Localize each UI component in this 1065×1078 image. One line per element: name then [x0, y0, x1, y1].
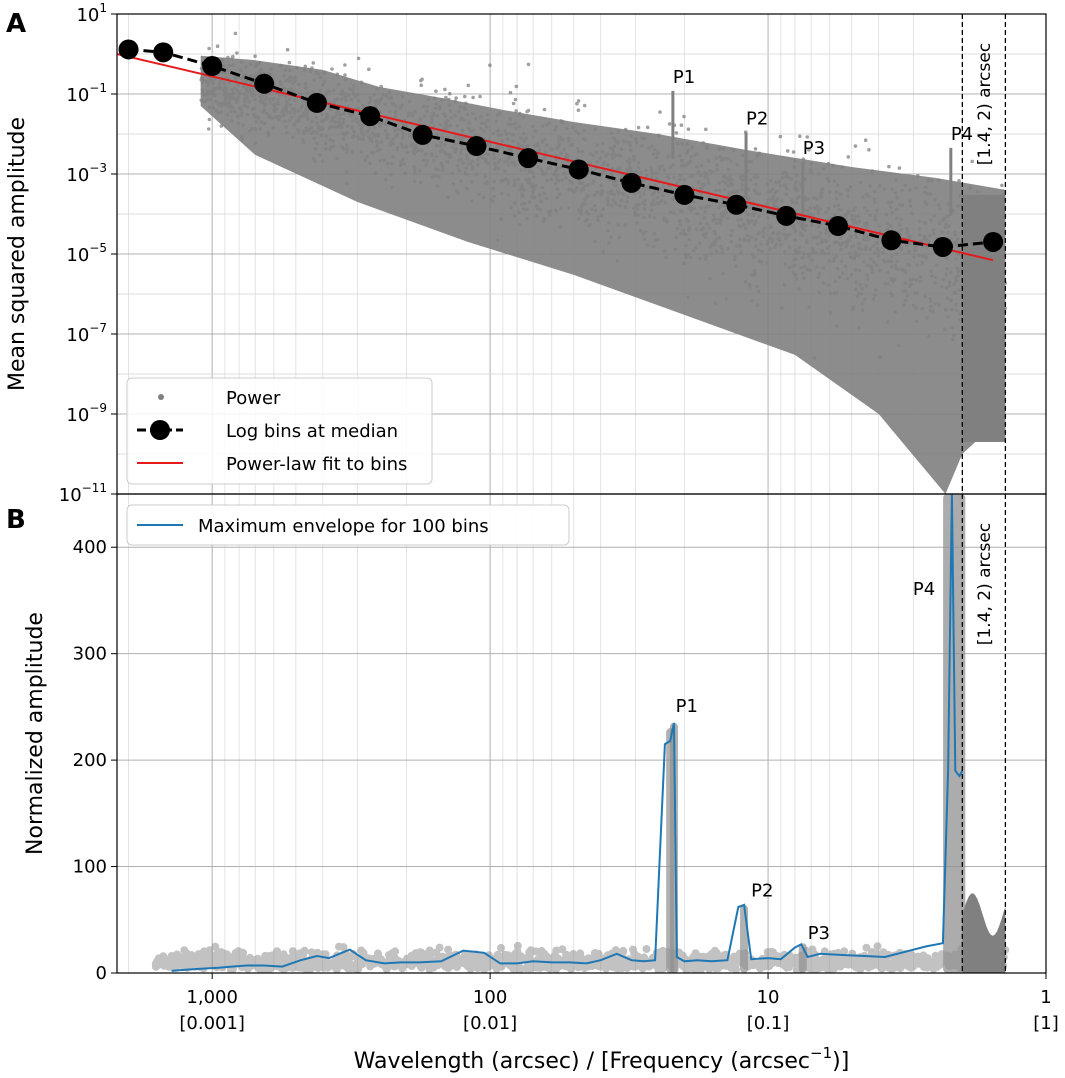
y-tick-base: 10 [59, 485, 82, 506]
peak-label: P3 [803, 138, 825, 159]
peak-label: P2 [751, 880, 773, 901]
legend-box [126, 377, 433, 485]
x-axis-label-main: Wavelength (arcsec) / [Frequency (arcsec [354, 1049, 810, 1074]
y-axis-label: Mean squared amplitude [5, 117, 30, 391]
cutoff-label: [1.4, 2) arcsec [975, 523, 995, 645]
power-scatter-cutoff-column [962, 194, 1006, 442]
median-bin-marker [932, 236, 953, 257]
amplitude-scatter-points [151, 941, 1010, 973]
y-tick-base: 10 [66, 165, 89, 186]
y-tick-label: 100 [73, 857, 107, 878]
median-bin-marker [726, 194, 747, 215]
y-tick-exp: −11 [82, 481, 107, 495]
x-tick-label: 100 [473, 987, 507, 1008]
peak-label: P1 [673, 67, 695, 88]
y-tick-exp: −5 [89, 241, 107, 255]
median-bin-marker [118, 39, 139, 60]
median-bin-marker [776, 205, 797, 226]
peak-label: P4 [913, 579, 935, 600]
y-tick-base: 10 [66, 405, 89, 426]
y-tick-label: 10−3 [66, 161, 107, 186]
median-bin-marker [983, 231, 1004, 252]
median-bin-marker [828, 216, 849, 237]
y-axis-label: Normalized amplitude [23, 612, 48, 855]
y-tick-label: 10−1 [66, 81, 107, 106]
y-tick-label: 10−5 [66, 241, 107, 266]
median-bin-marker [518, 148, 539, 169]
median-bin-marker [621, 172, 642, 193]
median-bin-marker [202, 56, 223, 77]
cutoff-label: [1.4, 2) arcsec [975, 43, 995, 165]
x-tick-sublabel: [0.01] [463, 1013, 517, 1034]
y-tick-base: 10 [76, 5, 99, 26]
amplitude-peak-column [740, 904, 749, 973]
max-envelope-line [171, 494, 964, 972]
y-tick-label: 101 [76, 1, 107, 26]
y-tick-exp: −1 [89, 81, 107, 95]
peak-label: P3 [808, 923, 830, 944]
y-tick-label: 400 [73, 537, 107, 558]
y-tick-label: 10−9 [66, 401, 107, 426]
x-tick-sublabel: [1] [1033, 1013, 1059, 1034]
median-bin-marker [881, 230, 902, 251]
median-bin-marker [412, 124, 433, 145]
y-tick-base: 10 [66, 85, 89, 106]
x-gridlines [128, 494, 1047, 973]
legend-panel-a: Power Log bins at median Power-law fit to … [126, 377, 433, 485]
y-tick-base: 10 [66, 245, 89, 266]
legend-marker-median [150, 420, 170, 440]
x-tick-label: 1,000 [186, 987, 238, 1008]
y-gridlines [117, 546, 1046, 974]
amplitude-scatter [151, 494, 1010, 973]
median-bin-marker [254, 73, 275, 94]
legend-marker-power [158, 394, 164, 400]
panel-b-frame [116, 493, 1047, 974]
y-tick-label: 300 [73, 644, 107, 665]
x-axis: [1.4, 2) arcsec [1.4, 2) arcsec 1,000 [0.00… [179, 14, 1059, 1074]
median-bin-marker [674, 184, 695, 205]
x-tick-label: 10 [757, 987, 780, 1008]
y-tick-label: 0 [96, 963, 107, 984]
x-axis-label-sup: −1 [810, 1044, 832, 1062]
median-bin-marker [306, 92, 327, 113]
y-tick-label: 200 [73, 750, 107, 771]
legend-label: Power-law fit to bins [226, 454, 407, 475]
legend-label: Log bins at median [226, 421, 398, 442]
y-tick-exp: −9 [89, 401, 107, 415]
panel-label: B [6, 505, 26, 535]
median-bin-marker [360, 106, 381, 127]
y-tick-label: 10−7 [66, 321, 107, 346]
y-tick-label: 10−11 [59, 481, 107, 506]
median-bin-marker [153, 42, 174, 63]
amplitude-cutoff-region [962, 893, 1006, 973]
panel-a: P1P2P3P410110−110−310−510−710−910−11Mean… [5, 1, 1047, 506]
legend-label: Maximum envelope for 100 bins [198, 516, 489, 537]
x-tick-sublabel: [0.1] [747, 1013, 790, 1034]
x-axis-label: Wavelength (arcsec) / [Frequency (arcsec… [354, 1044, 850, 1074]
y-tick-exp: −7 [89, 321, 107, 335]
x-tick-sublabel: [0.001] [179, 1013, 245, 1034]
panel-label: A [6, 9, 26, 39]
median-bin-marker [568, 159, 589, 180]
x-tick-label: 1 [1040, 987, 1051, 1008]
y-tick-exp: −3 [89, 161, 107, 175]
panel-b: P1 P2 P3 P4 0 100 200 300 400 Normalized amplitud… [6, 493, 1047, 984]
peak-label: P1 [676, 696, 698, 717]
legend-box [126, 504, 570, 546]
median-bin-marker [466, 136, 487, 157]
legend-panel-b: Maximum envelope for 100 bins [126, 504, 570, 546]
y-tick-exp: 1 [99, 1, 107, 15]
peak-label: P2 [746, 108, 768, 129]
x-axis-label-end: )] [832, 1049, 849, 1074]
legend-label: Power [226, 388, 281, 409]
y-tick-base: 10 [66, 325, 89, 346]
